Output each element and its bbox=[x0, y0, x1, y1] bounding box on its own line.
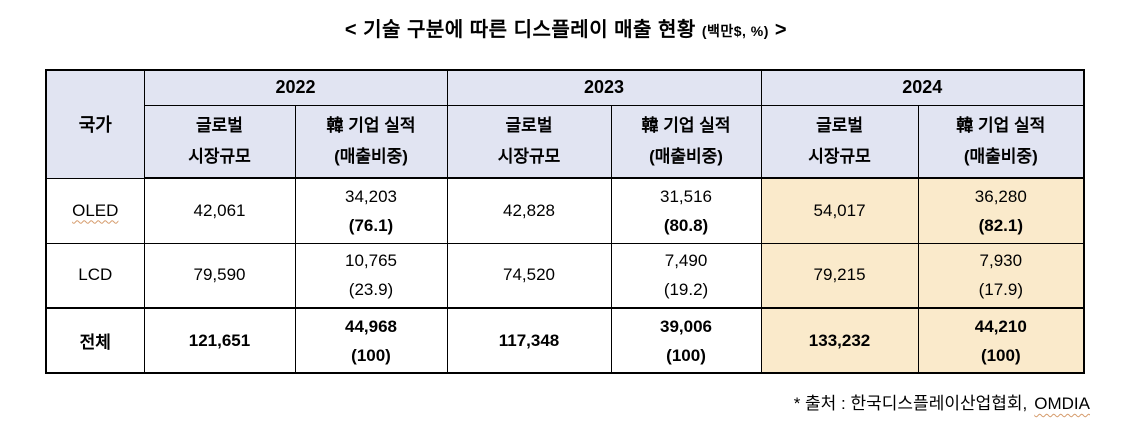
header-korea-line2: (매출비중) bbox=[334, 147, 408, 167]
header-korea-line1: 韓 기업 실적 bbox=[641, 116, 731, 136]
cell-lcd-korea-2022: 10,765 (23.9) bbox=[294, 242, 448, 309]
cell-lcd-korea-2023: 7,490 (19.2) bbox=[610, 242, 762, 309]
cell-value: 7,930 bbox=[979, 251, 1023, 271]
cell-total-global-2023: 117,348 bbox=[446, 307, 612, 374]
header-global-line1: 글로벌 bbox=[816, 116, 863, 136]
header-global-line2: 시장규모 bbox=[497, 147, 561, 167]
cell-total-korea-2023: 39,006 (100) bbox=[610, 307, 762, 374]
cell-value: 36,280 bbox=[974, 186, 1027, 206]
cell-oled-korea-2022: 34,203 (76.1) bbox=[294, 177, 448, 244]
cell-value: 31,516 bbox=[660, 186, 713, 206]
cell-share: (100) bbox=[980, 345, 1021, 365]
cell-total-global-2022: 121,651 bbox=[143, 307, 296, 374]
source-note: * 출처 : 한국디스플레이산업협회, OMDIA bbox=[0, 389, 1090, 414]
cell-oled-global-2022: 42,061 bbox=[143, 177, 296, 244]
table-row-oled: OLED 42,061 34,203 (76.1) 42,828 31,516 … bbox=[45, 177, 1085, 244]
cell-value: 7,490 bbox=[664, 251, 708, 271]
cell-lcd-global-2023: 74,520 bbox=[446, 242, 612, 309]
source-note-text: * 출처 : 한국디스플레이산업협회, bbox=[793, 394, 1028, 413]
cell-share: (17.9) bbox=[978, 280, 1023, 300]
display-sales-table: 국가 2022 2023 2024 글로벌 시장규모 韓 기업 실적 (매출비중… bbox=[45, 69, 1086, 374]
header-sub-row: 글로벌 시장규모 韓 기업 실적 (매출비중) 글로벌 시장규모 韓 기업 실적… bbox=[46, 104, 1085, 179]
header-korea-line2: (매출비중) bbox=[963, 147, 1038, 167]
cell-lcd-korea-2024: 7,930 (17.9) bbox=[917, 242, 1085, 309]
cell-oled-korea-2024: 36,280 (82.1) bbox=[917, 177, 1085, 244]
header-korea-line1: 韓 기업 실적 bbox=[326, 116, 416, 136]
header-korea-2023: 韓 기업 실적 (매출비중) bbox=[610, 104, 762, 179]
cell-share: (80.8) bbox=[663, 215, 709, 235]
header-year-row: 국가 2022 2023 2024 bbox=[45, 69, 1085, 179]
cell-total-korea-2022: 44,968 (100) bbox=[294, 307, 448, 374]
source-note-omdia: OMDIA bbox=[1034, 394, 1090, 413]
header-global-2022: 글로벌 시장규모 bbox=[143, 104, 296, 179]
cell-value: 39,006 bbox=[660, 316, 713, 336]
cell-oled-global-2024: 54,017 bbox=[760, 177, 919, 244]
header-korea-line1: 韓 기업 실적 bbox=[956, 116, 1046, 136]
row-label-lcd: LCD bbox=[45, 242, 145, 309]
cell-oled-global-2023: 42,828 bbox=[446, 177, 612, 244]
header-korea-2024: 韓 기업 실적 (매출비중) bbox=[917, 104, 1085, 179]
header-global-line1: 글로벌 bbox=[196, 116, 243, 136]
header-year-2023: 2023 bbox=[446, 69, 762, 106]
header-year-2022: 2022 bbox=[143, 69, 448, 106]
cell-lcd-global-2022: 79,590 bbox=[143, 242, 296, 309]
cell-total-global-2024: 133,232 bbox=[760, 307, 919, 374]
cell-share: (76.1) bbox=[348, 215, 394, 235]
header-global-2024: 글로벌 시장규모 bbox=[760, 104, 919, 179]
row-label-oled-text: OLED bbox=[72, 200, 119, 220]
header-global-line2: 시장규모 bbox=[188, 147, 251, 167]
cell-share: (100) bbox=[351, 345, 391, 365]
header-country: 국가 bbox=[45, 69, 145, 179]
cell-share: (82.1) bbox=[978, 215, 1023, 235]
cell-value: 44,968 bbox=[345, 316, 397, 336]
cell-total-korea-2024: 44,210 (100) bbox=[917, 307, 1085, 374]
table-row-total: 전체 121,651 44,968 (100) 117,348 39,006 (… bbox=[45, 307, 1085, 374]
title-close-bracket: > bbox=[774, 19, 788, 41]
table-row-lcd: LCD 79,590 10,765 (23.9) 74,520 7,490 (1… bbox=[45, 242, 1085, 309]
row-label-oled: OLED bbox=[45, 177, 145, 244]
title-text: < 기술 구분에 따른 디스플레이 매출 현황 bbox=[344, 19, 696, 41]
header-global-2023: 글로벌 시장규모 bbox=[446, 104, 612, 179]
header-korea-2022: 韓 기업 실적 (매출비중) bbox=[294, 104, 448, 179]
page-title: < 기술 구분에 따른 디스플레이 매출 현황 (백만$, %) > bbox=[0, 15, 1132, 46]
title-unit: (백만$, %) bbox=[701, 23, 769, 39]
cell-lcd-global-2024: 79,215 bbox=[760, 242, 919, 309]
cell-share: (23.9) bbox=[348, 280, 394, 300]
header-global-line2: 시장규모 bbox=[808, 147, 871, 167]
header-global-line1: 글로벌 bbox=[505, 116, 553, 136]
header-korea-line2: (매출비중) bbox=[649, 147, 723, 167]
row-label-total: 전체 bbox=[45, 307, 145, 374]
cell-oled-korea-2023: 31,516 (80.8) bbox=[610, 177, 762, 244]
cell-value: 44,210 bbox=[974, 316, 1027, 336]
header-year-2024: 2024 bbox=[760, 69, 1085, 106]
cell-share: (100) bbox=[666, 345, 706, 365]
cell-value: 34,203 bbox=[345, 186, 397, 206]
cell-value: 10,765 bbox=[345, 251, 397, 271]
cell-share: (19.2) bbox=[663, 280, 709, 300]
